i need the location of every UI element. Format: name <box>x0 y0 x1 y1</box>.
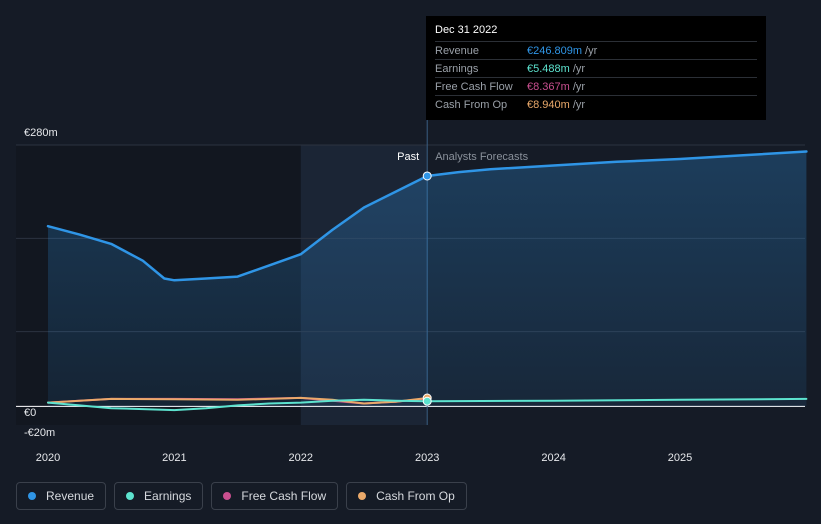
legend-label: Cash From Op <box>376 489 455 503</box>
legend-item-cash-from-op[interactable]: Cash From Op <box>346 482 467 510</box>
tooltip: Dec 31 2022 Revenue €246.809m /yr Earnin… <box>426 16 766 120</box>
tooltip-unit: /yr <box>572 62 586 75</box>
forecast-label: Analysts Forecasts <box>435 151 528 163</box>
tooltip-unit: /yr <box>572 80 586 93</box>
tooltip-label: Cash From Op <box>435 98 508 111</box>
x-tick-label: 2025 <box>668 452 692 464</box>
x-tick-label: 2023 <box>415 452 439 464</box>
tooltip-label: Free Cash Flow <box>435 80 513 93</box>
tooltip-value: €8.367m <box>527 80 570 93</box>
tooltip-label: Revenue <box>435 44 480 57</box>
legend-label: Earnings <box>144 489 192 503</box>
revenue-area <box>48 151 807 407</box>
tooltip-value: €246.809m <box>527 44 583 57</box>
y-tick-label: €0 <box>24 407 36 419</box>
legend-dot-icon <box>28 492 36 500</box>
revenue-line <box>46 174 429 282</box>
earnings-forecast-line <box>426 397 808 403</box>
x-tick-label: 2020 <box>36 452 60 464</box>
tooltip-row-earnings: Earnings €5.488m /yr <box>435 59 757 77</box>
chart-area: €280m €0 -€20m 2020 2021 2022 2023 2024 2025 Past… <box>16 120 808 464</box>
tooltip-row-revenue: Revenue €246.809m /yr <box>435 41 757 59</box>
x-tick-label: 2024 <box>541 452 565 464</box>
legend-label: Revenue <box>46 489 95 503</box>
x-tick-label: 2022 <box>289 452 313 464</box>
legend-dot-icon <box>126 492 135 500</box>
past-label: Past <box>397 151 419 163</box>
legend-label: Free Cash Flow <box>241 489 327 503</box>
tooltip-value: €8.940m <box>527 98 570 111</box>
legend-item-revenue[interactable]: Revenue <box>16 482 107 510</box>
tooltip-unit: /yr <box>572 98 586 111</box>
tooltip-title: Dec 31 2022 <box>435 24 498 36</box>
earnings-marker <box>422 396 432 406</box>
tooltip-unit: /yr <box>585 44 598 57</box>
earnings-line <box>47 398 429 412</box>
tooltip-label: Earnings <box>435 62 479 75</box>
tooltip-row-cash-from-op: Cash From Op €8.940m /yr <box>435 95 757 113</box>
legend-item-free-cash-flow[interactable]: Free Cash Flow <box>211 482 339 510</box>
cash-from-op-line <box>47 396 429 405</box>
y-tick-label: €280m <box>24 127 58 139</box>
legend-dot-icon <box>223 492 232 500</box>
tooltip-row-free-cash-flow: Free Cash Flow €8.367m /yr <box>435 77 757 95</box>
revenue-forecast-line <box>425 150 808 178</box>
legend: Revenue Earnings Free Cash Flow Cash Fro… <box>16 482 467 512</box>
revenue-marker <box>422 171 432 181</box>
x-tick-label: 2021 <box>162 452 186 464</box>
legend-item-earnings[interactable]: Earnings <box>114 482 204 510</box>
legend-dot-icon <box>358 492 367 500</box>
tooltip-value: €5.488m <box>527 62 570 75</box>
y-tick-label: -€20m <box>24 427 55 439</box>
